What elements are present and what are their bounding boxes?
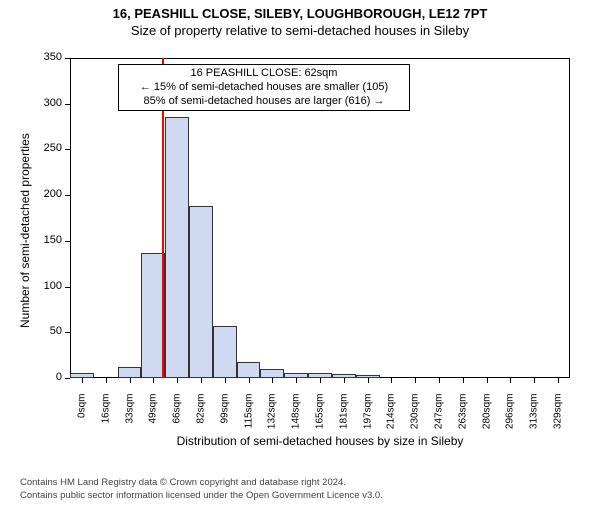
- xtick-mark: [153, 378, 154, 383]
- xtick-mark: [510, 378, 511, 383]
- histogram-bar: [213, 326, 237, 378]
- annotation-line1: 16 PEASHILL CLOSE: 62sqm: [125, 67, 403, 81]
- xtick-mark: [534, 378, 535, 383]
- ytick-label: 0: [32, 371, 62, 383]
- xtick-mark: [201, 378, 202, 383]
- ytick-mark: [65, 58, 70, 59]
- histogram-bar: [237, 362, 261, 378]
- annotation-box: 16 PEASHILL CLOSE: 62sqm← 15% of semi-de…: [118, 64, 410, 111]
- xtick-mark: [320, 378, 321, 383]
- xtick-label: 16sqm: [100, 394, 111, 444]
- x-axis-label: Distribution of semi-detached houses by …: [120, 434, 520, 448]
- ytick-label: 300: [32, 97, 62, 109]
- xtick-label: 313sqm: [529, 394, 540, 444]
- annotation-line3: 85% of semi-detached houses are larger (…: [125, 95, 403, 109]
- footer-line-2: Contains public sector information licen…: [20, 490, 383, 501]
- xtick-mark: [130, 378, 131, 383]
- ytick-label: 50: [32, 325, 62, 337]
- xtick-mark: [106, 378, 107, 383]
- ytick-label: 150: [32, 234, 62, 246]
- xtick-mark: [558, 378, 559, 383]
- xtick-mark: [415, 378, 416, 383]
- ytick-mark: [65, 287, 70, 288]
- ytick-label: 250: [32, 142, 62, 154]
- xtick-mark: [296, 378, 297, 383]
- histogram-bar: [260, 369, 284, 378]
- ytick-label: 100: [32, 280, 62, 292]
- xtick-mark: [391, 378, 392, 383]
- xtick-mark: [439, 378, 440, 383]
- xtick-label: 0sqm: [76, 394, 87, 444]
- page-title: 16, PEASHILL CLOSE, SILEBY, LOUGHBOROUGH…: [0, 6, 600, 21]
- histogram-bar: [118, 367, 142, 378]
- xtick-mark: [177, 378, 178, 383]
- footer-line-1: Contains HM Land Registry data © Crown c…: [20, 477, 346, 488]
- ytick-label: 350: [32, 51, 62, 63]
- xtick-mark: [368, 378, 369, 383]
- xtick-mark: [463, 378, 464, 383]
- xtick-mark: [225, 378, 226, 383]
- xtick-mark: [249, 378, 250, 383]
- xtick-mark: [487, 378, 488, 383]
- histogram-bar: [165, 117, 189, 378]
- ytick-mark: [65, 332, 70, 333]
- xtick-mark: [82, 378, 83, 383]
- ytick-mark: [65, 149, 70, 150]
- ytick-mark: [65, 104, 70, 105]
- annotation-line2: ← 15% of semi-detached houses are smalle…: [125, 81, 403, 95]
- y-axis-label: Number of semi-detached properties: [18, 133, 32, 328]
- xtick-label: 329sqm: [553, 394, 564, 444]
- ytick-mark: [65, 378, 70, 379]
- ytick-mark: [65, 241, 70, 242]
- histogram-bar: [189, 206, 213, 378]
- xtick-mark: [272, 378, 273, 383]
- page-subtitle: Size of property relative to semi-detach…: [0, 23, 600, 38]
- ytick-label: 200: [32, 188, 62, 200]
- ytick-mark: [65, 195, 70, 196]
- xtick-mark: [344, 378, 345, 383]
